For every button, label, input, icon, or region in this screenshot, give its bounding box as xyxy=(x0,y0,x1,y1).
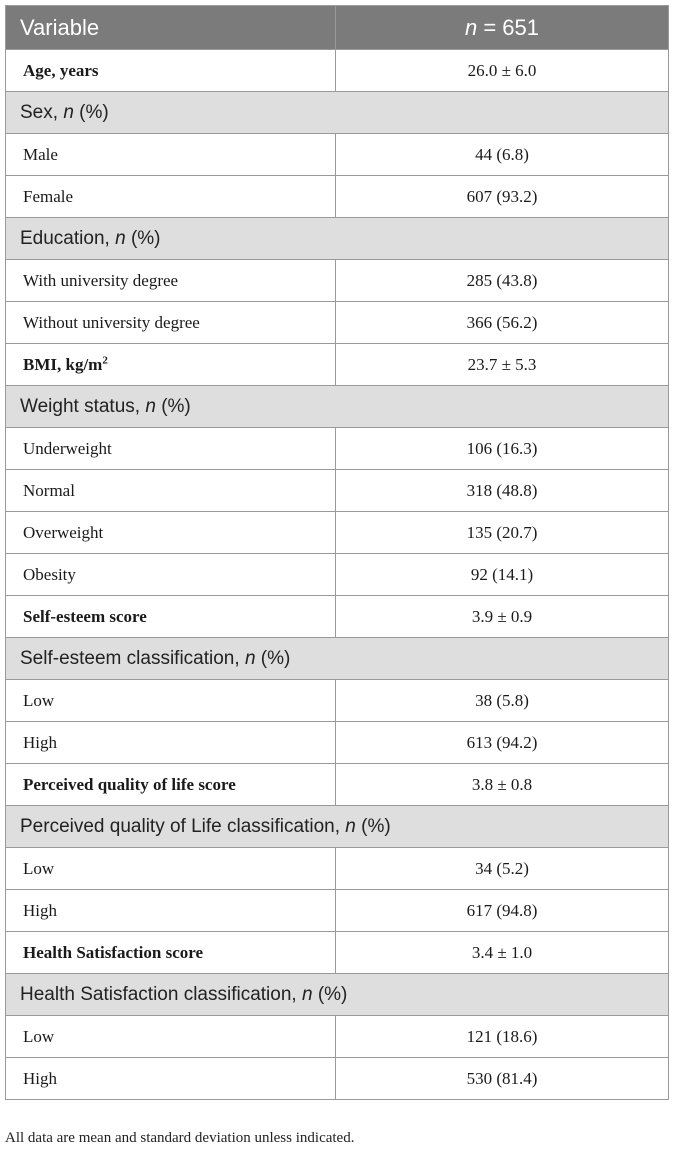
header-sample-size: n = 651 xyxy=(335,5,669,50)
header-variable: Variable xyxy=(5,5,336,50)
row-label: Normal xyxy=(5,469,336,512)
row-label: Low xyxy=(5,679,336,722)
table-row: High 530 (81.4) xyxy=(5,1057,669,1100)
table-row: Perceived quality of life score 3.8 ± 0.… xyxy=(5,763,669,806)
table-row: Female 607 (93.2) xyxy=(5,175,669,218)
characteristics-table-container: Variable n = 651 Age, years 26.0 ± 6.0 S… xyxy=(5,5,669,1100)
characteristics-table: Variable n = 651 Age, years 26.0 ± 6.0 S… xyxy=(5,5,669,1100)
row-label: BMI, kg/m2 xyxy=(5,343,336,386)
table-row: High 617 (94.8) xyxy=(5,889,669,932)
row-value: 318 (48.8) xyxy=(335,469,669,512)
row-label: High xyxy=(5,889,336,932)
row-value: 617 (94.8) xyxy=(335,889,669,932)
table-row: Obesity 92 (14.1) xyxy=(5,553,669,596)
n-symbol: n xyxy=(115,227,126,249)
row-value: 34 (5.2) xyxy=(335,847,669,890)
row-value: 135 (20.7) xyxy=(335,511,669,554)
section-label: Health Satisfaction classification, xyxy=(20,983,297,1005)
table-row: BMI, kg/m2 23.7 ± 5.3 xyxy=(5,343,669,386)
table-footnote: All data are mean and standard deviation… xyxy=(5,1130,355,1146)
table-row: Low 38 (5.8) xyxy=(5,679,669,722)
row-label: Overweight xyxy=(5,511,336,554)
section-row-self-esteem: Self-esteem classification, n (%) xyxy=(5,637,669,680)
table-row: With university degree 285 (43.8) xyxy=(5,259,669,302)
header-n-symbol: n xyxy=(464,14,478,40)
n-symbol: n xyxy=(345,815,356,837)
section-label: Self-esteem classification, xyxy=(20,647,240,669)
row-label: Without university degree xyxy=(5,301,336,344)
section-row-sex: Sex, n (%) xyxy=(5,91,669,134)
row-label: High xyxy=(5,1057,336,1100)
table-row: Normal 318 (48.8) xyxy=(5,469,669,512)
row-value: 26.0 ± 6.0 xyxy=(335,49,669,92)
bmi-superscript: 2 xyxy=(102,353,108,366)
section-suffix: (%) xyxy=(79,101,109,123)
row-label: Obesity xyxy=(5,553,336,596)
table-row: Age, years 26.0 ± 6.0 xyxy=(5,49,669,92)
table-row: Low 121 (18.6) xyxy=(5,1015,669,1058)
section-row-education: Education, n (%) xyxy=(5,217,669,260)
row-value: 530 (81.4) xyxy=(335,1057,669,1100)
row-value: 3.8 ± 0.8 xyxy=(335,763,669,806)
section-suffix: (%) xyxy=(361,815,391,837)
section-row-weight-status: Weight status, n (%) xyxy=(5,385,669,428)
section-suffix: (%) xyxy=(317,983,348,1005)
n-symbol: n xyxy=(63,101,74,123)
table-row: Male 44 (6.8) xyxy=(5,133,669,176)
section-label: Education, xyxy=(20,227,110,249)
row-value: 121 (18.6) xyxy=(335,1015,669,1058)
section-label: Perceived quality of Life classification… xyxy=(20,815,340,837)
row-label: Underweight xyxy=(5,427,336,470)
row-value: 3.9 ± 0.9 xyxy=(335,595,669,638)
table-row: High 613 (94.2) xyxy=(5,721,669,764)
section-suffix: (%) xyxy=(260,647,291,669)
row-value: 613 (94.2) xyxy=(335,721,669,764)
table-row: Low 34 (5.2) xyxy=(5,847,669,890)
row-value: 92 (14.1) xyxy=(335,553,669,596)
row-value: 38 (5.8) xyxy=(335,679,669,722)
table-row: Self-esteem score 3.9 ± 0.9 xyxy=(5,595,669,638)
n-symbol: n xyxy=(145,395,156,417)
row-value: 23.7 ± 5.3 xyxy=(335,343,669,386)
row-value: 44 (6.8) xyxy=(335,133,669,176)
row-label: Low xyxy=(5,1015,336,1058)
section-label: Sex, xyxy=(20,101,59,123)
section-row-health-satisfaction: Health Satisfaction classification, n (%… xyxy=(5,973,669,1016)
bmi-label: BMI, kg/m xyxy=(23,354,103,374)
row-value: 106 (16.3) xyxy=(335,427,669,470)
section-label: Weight status, xyxy=(20,395,141,417)
row-value: 366 (56.2) xyxy=(335,301,669,344)
header-n-value: = 651 xyxy=(483,14,540,40)
row-label: Health Satisfaction score xyxy=(5,931,336,974)
section-suffix: (%) xyxy=(130,227,161,249)
section-suffix: (%) xyxy=(161,395,191,417)
table-row: Underweight 106 (16.3) xyxy=(5,427,669,470)
n-symbol: n xyxy=(244,647,256,669)
row-label: Male xyxy=(5,133,336,176)
row-label: High xyxy=(5,721,336,764)
table-row: Overweight 135 (20.7) xyxy=(5,511,669,554)
table-row: Health Satisfaction score 3.4 ± 1.0 xyxy=(5,931,669,974)
row-label: Self-esteem score xyxy=(5,595,336,638)
row-value: 3.4 ± 1.0 xyxy=(335,931,669,974)
n-symbol: n xyxy=(301,983,313,1005)
row-label: Female xyxy=(5,175,336,218)
row-label: Low xyxy=(5,847,336,890)
row-value: 285 (43.8) xyxy=(335,259,669,302)
row-value: 607 (93.2) xyxy=(335,175,669,218)
table-row: Without university degree 366 (56.2) xyxy=(5,301,669,344)
section-row-quality-of-life: Perceived quality of Life classification… xyxy=(5,805,669,848)
table-header-row: Variable n = 651 xyxy=(5,5,669,50)
row-label: Perceived quality of life score xyxy=(5,763,336,806)
row-label: Age, years xyxy=(5,49,336,92)
row-label: With university degree xyxy=(5,259,336,302)
